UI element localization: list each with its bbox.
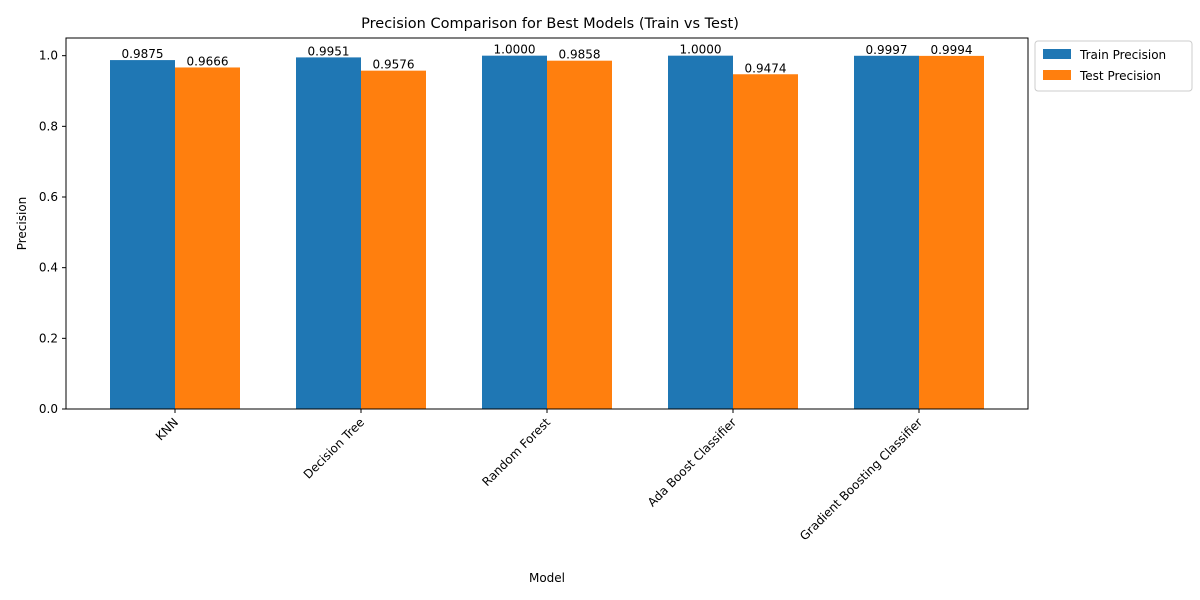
x-tick-label: Gradient Boosting Classifier (797, 415, 925, 543)
bar-value-label: 0.9576 (373, 58, 415, 72)
bar-train (110, 60, 175, 409)
legend-entry: Train Precision (1079, 48, 1166, 62)
x-tick-label: Random Forest (479, 415, 553, 489)
bar-value-label: 0.9994 (931, 43, 973, 57)
bar-train (668, 55, 733, 410)
bar-labels-group: 0.9875 0.9666 0.9951 0.9576 1.0000 0.9858 1.00… (122, 43, 973, 76)
bar-train (482, 55, 547, 410)
bar-test (733, 74, 798, 409)
bar-test (361, 70, 426, 409)
bar-value-label: 0.9474 (745, 61, 787, 75)
bar-test (547, 60, 612, 410)
bar-value-label: 0.9666 (187, 54, 229, 68)
x-axis: KNN Decision Tree Random Forest Ada Boost C… (153, 409, 925, 543)
bar-value-label: 0.9875 (122, 47, 164, 61)
bar-value-label: 1.0000 (680, 43, 722, 57)
y-tick-label: 0.8 (39, 119, 58, 133)
legend-swatch (1043, 49, 1071, 59)
legend-entry: Test Precision (1079, 69, 1161, 83)
y-tick-label: 0.6 (39, 190, 58, 204)
bars-group (110, 55, 984, 410)
legend-box (1034, 40, 1193, 92)
legend-swatch (1043, 70, 1071, 80)
bar-value-label: 1.0000 (494, 43, 536, 57)
y-axis-label: Precision (15, 197, 29, 251)
bar-test (919, 55, 984, 410)
bar-value-label: 0.9997 (866, 43, 908, 57)
x-tick-label: KNN (153, 415, 181, 443)
bar-test (175, 67, 240, 409)
bar-value-label: 0.9858 (559, 48, 601, 62)
x-axis-label: Model (529, 571, 565, 585)
bar-value-label: 0.9951 (308, 44, 350, 58)
x-tick-label: Ada Boost Classifier (645, 415, 739, 509)
y-axis: 0.0 0.2 0.4 0.6 0.8 1.0 (39, 49, 66, 416)
bar-train (296, 57, 361, 409)
y-tick-label: 0.2 (39, 331, 58, 345)
x-tick-label: Decision Tree (301, 415, 367, 481)
chart-title: Precision Comparison for Best Models (Tr… (361, 16, 739, 32)
legend: Train Precision Test Precision (1034, 40, 1193, 92)
y-tick-label: 0.4 (39, 261, 58, 275)
y-tick-label: 1.0 (39, 49, 58, 63)
y-tick-label: 0.0 (39, 402, 58, 416)
plot-frame (65, 37, 1029, 410)
bar-train (854, 55, 919, 409)
